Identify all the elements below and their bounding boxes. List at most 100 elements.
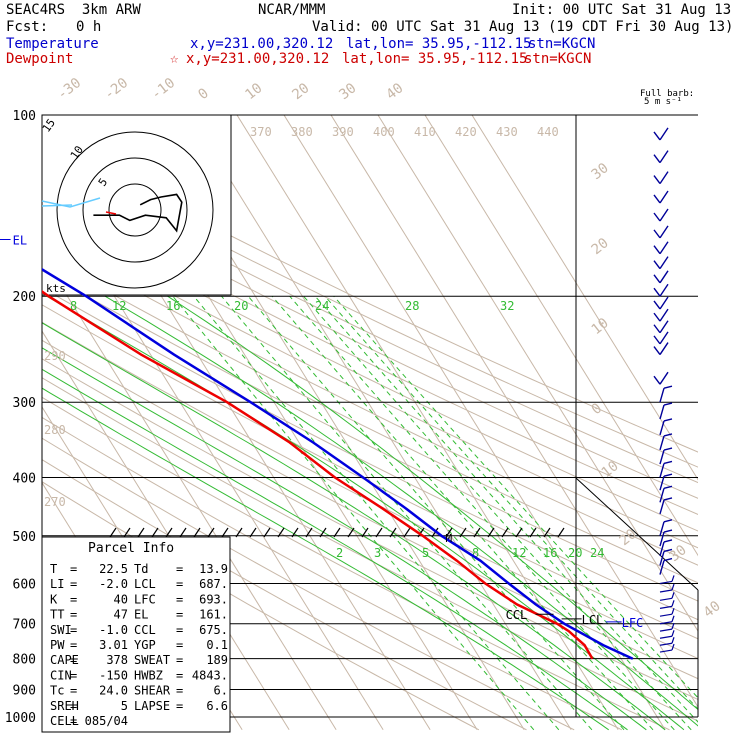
parcel-value: 22.5 bbox=[99, 562, 128, 576]
hatch-mark bbox=[557, 527, 565, 538]
parcel-equals: = bbox=[70, 562, 77, 576]
pressure-tick-label: 900 bbox=[13, 683, 36, 698]
wind-barb bbox=[659, 388, 665, 403]
wind-barb bbox=[659, 560, 665, 575]
wind-barb bbox=[671, 575, 675, 582]
wind-barb bbox=[653, 375, 661, 385]
hatch-mark bbox=[501, 527, 509, 538]
parcel-label: CELL bbox=[50, 714, 79, 728]
wind-barb bbox=[659, 308, 669, 322]
wind-barb bbox=[671, 615, 675, 622]
parcel-label: Tc bbox=[50, 684, 64, 698]
parcel-value: 47 bbox=[114, 608, 128, 622]
pressure-tick-label: 1000 bbox=[5, 711, 36, 726]
dewpoint-profile bbox=[42, 290, 594, 660]
hatch-mark bbox=[137, 527, 145, 538]
dry-adiabat-line bbox=[42, 287, 698, 621]
mixing-ratio-label: 3 bbox=[374, 546, 381, 560]
plot-border-diagonal bbox=[575, 477, 699, 591]
parcel-value: 085/04 bbox=[85, 714, 128, 728]
dewpoint-star-icon: ☆ bbox=[170, 51, 179, 67]
parcel-equals: = bbox=[176, 653, 183, 667]
wind-barb bbox=[659, 649, 673, 653]
parcel-label: SREH bbox=[50, 699, 79, 713]
wind-barb bbox=[659, 521, 665, 536]
moist-adiabat-label: 28 bbox=[405, 299, 419, 313]
isotherm-label: 20 bbox=[617, 526, 640, 549]
moist-adiabat-line bbox=[167, 295, 698, 711]
wind-barb bbox=[659, 320, 669, 334]
moist-adiabat-line bbox=[42, 322, 666, 731]
parcel-label: K bbox=[50, 592, 58, 606]
theta-label: 270 bbox=[44, 495, 66, 509]
pressure-tick-label: 800 bbox=[13, 653, 36, 668]
theta-label: 380 bbox=[291, 125, 313, 139]
wind-barb bbox=[659, 342, 669, 355]
dewpoint-station: stn=KGCN bbox=[524, 51, 592, 67]
moist-adiabat-label: 12 bbox=[112, 299, 126, 313]
hatch-mark bbox=[291, 527, 299, 538]
parcel-label: CCL bbox=[134, 623, 156, 637]
wind-barb bbox=[659, 435, 665, 451]
wind-barb bbox=[659, 371, 669, 385]
isotherm-label: 30 bbox=[336, 80, 359, 103]
parcel-value: 0.1 bbox=[206, 638, 228, 652]
mixing-ratio-label: 16 bbox=[543, 546, 557, 560]
dry-adiabat-line bbox=[42, 339, 698, 680]
parcel-label: HWBZ bbox=[134, 668, 163, 682]
theta-label: 390 bbox=[332, 125, 354, 139]
temperature-legend-label: Temperature bbox=[6, 36, 99, 52]
parcel-info-box: Parcel Info T = 22.5 Td = 13.9 LI = -2.0 LCL = 687. K… bbox=[41, 536, 231, 733]
wind-barb bbox=[653, 335, 661, 345]
isotherm-label: -30 bbox=[54, 75, 84, 103]
parcel-label: CAPE bbox=[50, 653, 79, 667]
wind-barb bbox=[663, 418, 673, 422]
parcel-equals: = bbox=[176, 684, 183, 698]
wind-barb bbox=[659, 208, 669, 222]
isotherm-label: -20 bbox=[101, 75, 131, 103]
wind-barb bbox=[653, 287, 661, 297]
isotherm-label: 30 bbox=[589, 160, 612, 183]
isotherm-label: 0 bbox=[589, 400, 605, 418]
wind-barb bbox=[659, 605, 673, 609]
hodograph-trace-low bbox=[41, 197, 101, 208]
pressure-tick-label: 500 bbox=[13, 530, 36, 545]
hatch-mark bbox=[193, 527, 201, 538]
parcel-value: 3.01 bbox=[99, 638, 128, 652]
parcel-label: PW bbox=[50, 638, 65, 652]
hatch-mark bbox=[263, 527, 271, 538]
wind-barb bbox=[653, 312, 661, 322]
wind-barb bbox=[653, 194, 661, 204]
wind-barb bbox=[653, 274, 661, 284]
hatch-mark bbox=[515, 527, 523, 538]
hatch-mark bbox=[389, 527, 397, 538]
wind-barb bbox=[671, 607, 675, 615]
wind-barb bbox=[659, 621, 673, 625]
hatch-mark bbox=[305, 527, 313, 538]
wind-barb bbox=[653, 260, 661, 270]
parcel-equals: = bbox=[70, 684, 77, 698]
wind-barb bbox=[671, 630, 675, 637]
wind-barb bbox=[659, 190, 669, 204]
dry-adiabat-line bbox=[42, 150, 698, 468]
isotherm-line bbox=[0, 102, 7, 730]
pressure-tick-label: 200 bbox=[13, 290, 36, 305]
parcel-value: -150 bbox=[99, 668, 128, 682]
parcel-title: Parcel Info bbox=[88, 541, 174, 556]
moist-adiabat-label: 32 bbox=[500, 299, 514, 313]
hodograph-ring bbox=[56, 131, 214, 289]
wind-barb bbox=[653, 229, 661, 239]
mixing-ratio-line bbox=[247, 295, 625, 731]
dry-adiabat-line bbox=[42, 136, 698, 453]
isotherm-line bbox=[471, 115, 698, 481]
wind-barb bbox=[659, 420, 665, 436]
wind-barb bbox=[659, 171, 669, 184]
wind-barb bbox=[659, 127, 669, 141]
mixing-ratio-line bbox=[314, 295, 698, 723]
parcel-label: LAPSE bbox=[134, 699, 170, 713]
hodograph-trace-low bbox=[41, 204, 73, 207]
isotherm-line bbox=[330, 115, 698, 708]
wind-barb bbox=[663, 433, 673, 437]
wind-barb bbox=[659, 283, 669, 297]
parcel-label: EL bbox=[134, 608, 148, 622]
